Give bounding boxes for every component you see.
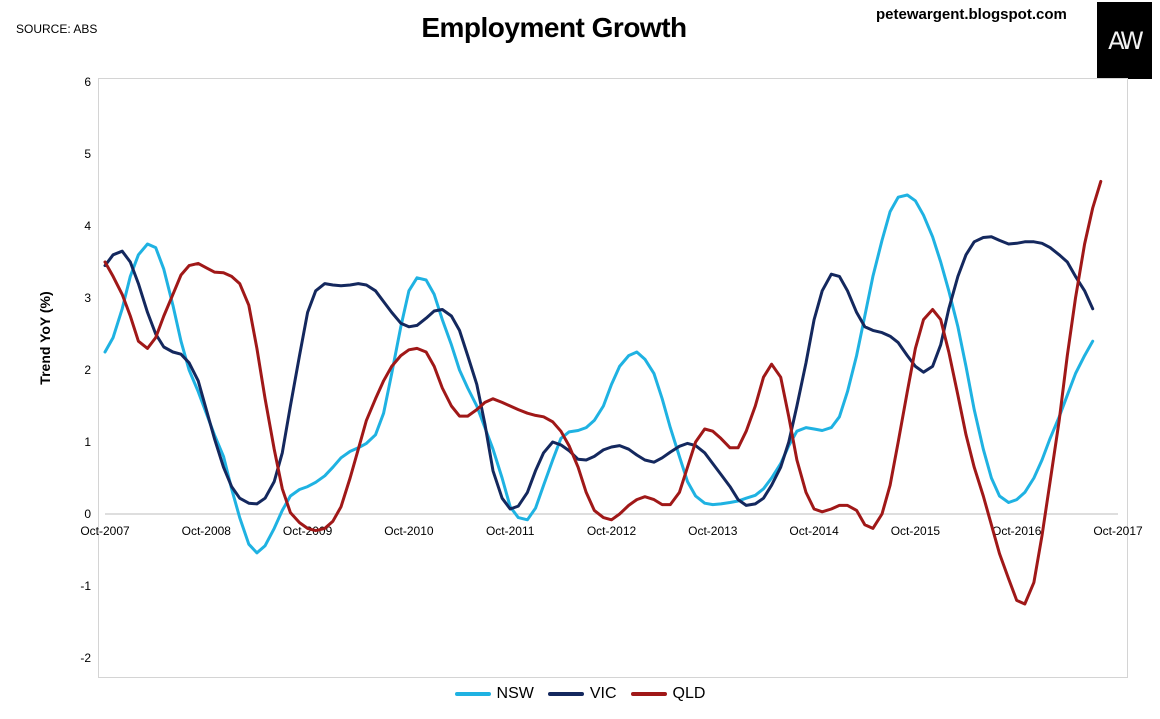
series-line-qld [103, 179, 1103, 606]
chart-title: Employment Growth [421, 12, 687, 43]
series-line-nsw [103, 193, 1095, 555]
y-tick-label: 2 [84, 363, 91, 377]
legend-label-nsw: NSW [496, 685, 534, 702]
y-axis-label: Trend YoY (%) [37, 291, 53, 385]
y-tick-label: -2 [80, 651, 91, 665]
x-tick-label: Oct-2017 [1093, 524, 1143, 538]
y-tick-label: 1 [84, 435, 91, 449]
x-tick-label: Oct-2013 [688, 524, 738, 538]
legend-label-qld: QLD [672, 685, 706, 702]
plot-frame [98, 78, 1128, 678]
y-tick-label: 0 [84, 507, 91, 521]
x-tick-label: Oct-2011 [486, 524, 535, 538]
x-tick-label: Oct-2009 [283, 524, 333, 538]
blog-url[interactable]: petewargent.blogspot.com [876, 6, 1067, 23]
legend-swatch-nsw [454, 692, 491, 696]
y-tick-label: 5 [84, 147, 91, 161]
legend-item-vic: VIC [547, 685, 617, 703]
x-tick-label: Oct-2015 [891, 524, 941, 538]
y-tick-label: 3 [84, 291, 91, 305]
x-tick-label: Oct-2012 [587, 524, 637, 538]
legend-swatch-qld [630, 692, 667, 696]
y-tick-label: 6 [84, 75, 91, 89]
x-tick-label: Oct-2008 [182, 524, 232, 538]
y-tick-label: -1 [80, 579, 91, 593]
x-tick-label: Oct-2016 [992, 524, 1042, 538]
legend-swatch-vic [547, 692, 584, 696]
legend-label-vic: VIC [589, 685, 617, 702]
source-note: SOURCE: ABS [16, 22, 98, 36]
legend: NSW VIC QLD [0, 685, 1160, 703]
x-tick-label: Oct-2007 [80, 524, 130, 538]
x-tick-label: Oct-2014 [789, 524, 839, 538]
y-tick-label: 4 [84, 219, 91, 233]
legend-item-nsw: NSW [454, 685, 534, 703]
legend-item-qld: QLD [630, 685, 706, 703]
series-line-vic [103, 235, 1095, 511]
aw-logo: AW [1097, 2, 1152, 79]
x-tick-label: Oct-2010 [384, 524, 434, 538]
